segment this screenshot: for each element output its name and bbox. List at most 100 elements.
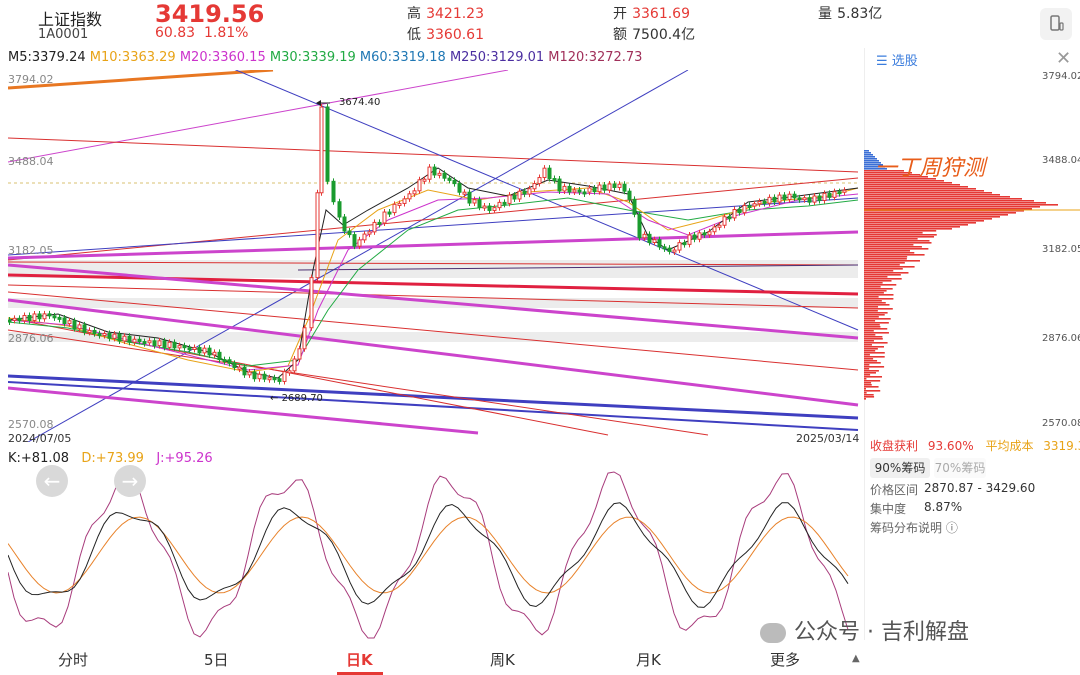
tab-intraday[interactable]: 分时 [58, 651, 89, 669]
candle [202, 347, 207, 354]
candle [617, 183, 622, 188]
select-stock-button[interactable]: ☰ 选股 [876, 50, 918, 69]
candle [657, 239, 662, 248]
low-label: 低 [407, 27, 421, 43]
candle [177, 345, 182, 349]
chip-bar [864, 188, 976, 190]
candle [442, 172, 447, 179]
candle [792, 193, 797, 199]
candle [587, 187, 592, 193]
candle [117, 333, 122, 342]
candle [662, 246, 667, 250]
candle [567, 185, 572, 193]
chip-bar [864, 292, 884, 294]
candle [837, 191, 842, 195]
candle [297, 348, 302, 360]
chip-bar [864, 370, 879, 372]
trend-line [27, 69, 689, 443]
chip-bar [864, 196, 1010, 198]
chip-bar [864, 356, 885, 358]
candle [697, 232, 702, 240]
chip-bar [864, 398, 866, 400]
chip-bar [864, 382, 872, 384]
candle [577, 189, 582, 193]
phone-icon [1050, 15, 1064, 31]
chip-bar [864, 316, 879, 318]
chip-bar [864, 322, 889, 324]
chip-bar [864, 220, 984, 222]
chip-bar [864, 324, 880, 326]
close-icon[interactable]: ✕ [1056, 48, 1072, 69]
candle [102, 332, 107, 336]
chip-bar [864, 238, 918, 240]
tab-daily[interactable]: 日K [346, 651, 373, 669]
candle [377, 221, 382, 225]
ma250-label: M250:3129.01 [449, 50, 545, 65]
tab-monthly[interactable]: 月K [636, 651, 661, 669]
ma10-line [7, 187, 859, 373]
chip-help-link[interactable]: 筹码分布说明 ⓘ [870, 521, 958, 535]
candle [132, 338, 137, 343]
candle [337, 201, 342, 218]
candle [477, 199, 482, 208]
chip-bar [864, 250, 910, 252]
chip-bar [864, 314, 885, 316]
chip-bar [864, 166, 885, 168]
chip-axis-tick: 2876.06 [1042, 333, 1080, 344]
candle [407, 193, 412, 200]
active-tab-underline [337, 672, 383, 675]
candle [637, 213, 642, 239]
chip-bar [864, 180, 944, 182]
chip-70-button[interactable]: 70%筹码 [934, 458, 986, 478]
tab-weekly[interactable]: 周K [490, 651, 515, 669]
chip-bar [864, 172, 912, 174]
candle [142, 341, 147, 345]
axis-tick: 3182.05 [8, 244, 54, 257]
chip-bar [864, 332, 889, 334]
candle [342, 216, 347, 232]
candlestick-chart[interactable] [7, 49, 860, 443]
candle [597, 184, 602, 193]
candle [712, 226, 717, 233]
kdj-chart[interactable] [7, 470, 860, 640]
chip-bar [864, 158, 877, 160]
chip-bar [864, 194, 1000, 196]
chip-bar [864, 242, 932, 244]
candle [17, 317, 22, 322]
candle [687, 234, 692, 245]
chip-bar [864, 210, 1024, 212]
candle [622, 183, 627, 192]
next-button[interactable]: → [114, 465, 146, 497]
candle [122, 335, 127, 342]
candle [331, 180, 336, 203]
chip-bar [864, 362, 881, 364]
candle [717, 224, 722, 228]
chip-bar [864, 392, 867, 394]
candle [457, 183, 462, 193]
candle [397, 202, 402, 206]
chip-bar [864, 212, 1016, 214]
tab-more[interactable]: 更多 [770, 651, 801, 669]
candle [372, 221, 377, 233]
chip-bar [864, 252, 915, 254]
trend-line [7, 261, 859, 266]
high-value: 3421.23 [426, 6, 484, 22]
chip-bar [864, 202, 1046, 204]
candle [432, 166, 437, 176]
ma30-label: M30:3339.19 [269, 50, 356, 65]
prev-button[interactable]: ← [36, 465, 68, 497]
chip-bar [864, 272, 909, 274]
chip-bar [864, 260, 920, 262]
axis-tick: 2876.06 [8, 332, 54, 345]
ma30-line [7, 197, 859, 367]
tab-5day[interactable]: 5日 [204, 651, 229, 669]
chip-90-button[interactable]: 90%筹码 [870, 458, 930, 478]
candle [277, 378, 282, 382]
caret-up-icon[interactable]: ▲ [852, 653, 860, 664]
candle [722, 216, 727, 226]
candle [822, 192, 827, 201]
chip-bar [864, 344, 872, 346]
kdj-svg [7, 471, 849, 639]
candle [112, 333, 117, 339]
device-button[interactable] [1040, 8, 1072, 40]
